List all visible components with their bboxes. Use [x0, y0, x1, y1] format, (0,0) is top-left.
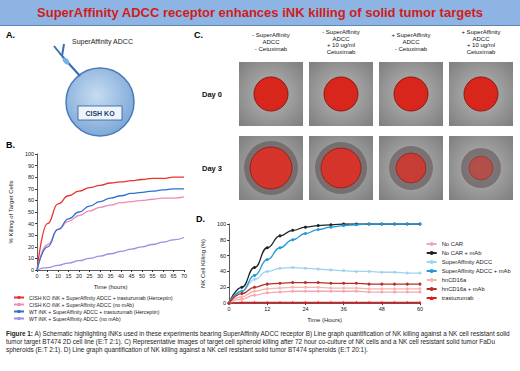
- svg-text:- Cetuximab: - Cetuximab: [255, 46, 288, 52]
- svg-text:Day 3: Day 3: [202, 164, 222, 173]
- svg-text:50: 50: [139, 273, 145, 279]
- svg-text:60: 60: [28, 197, 34, 203]
- svg-text:NK Cell Killing (%): NK Cell Killing (%): [200, 239, 206, 288]
- svg-text:0: 0: [36, 273, 39, 279]
- svg-text:40: 40: [28, 221, 34, 227]
- svg-text:ADCC: ADCC: [262, 39, 280, 45]
- svg-text:5: 5: [46, 273, 49, 279]
- svg-text:SuperAffinity ADCC: SuperAffinity ADCC: [72, 38, 133, 46]
- svg-text:Time (hours): Time (hours): [94, 284, 128, 290]
- svg-text:No CAR + mAb: No CAR + mAb: [442, 250, 482, 256]
- svg-text:100: 100: [217, 221, 226, 227]
- svg-text:70: 70: [28, 186, 34, 192]
- svg-text:Time (Hours): Time (Hours): [307, 317, 342, 323]
- html-text:SuperAffinity ADCC receptor en: SuperAffinity ADCC receptor enhances iNK…: [37, 5, 483, 20]
- svg-text:65: 65: [170, 273, 176, 279]
- svg-text:SuperAffinity ADCC: SuperAffinity ADCC: [442, 259, 492, 265]
- svg-text:60: 60: [417, 306, 423, 312]
- svg-text:Day 0: Day 0: [202, 90, 222, 99]
- svg-text:45: 45: [128, 273, 134, 279]
- svg-text:0: 0: [31, 267, 34, 273]
- html-text:A.: A.: [6, 30, 15, 40]
- svg-text:55: 55: [149, 273, 155, 279]
- html-text:Figure 1: A) Schematic highlig: Figure 1: A) Schematic highlighting iNKs…: [6, 330, 510, 354]
- html-text:B.: B.: [6, 140, 15, 150]
- svg-text:10: 10: [28, 255, 34, 261]
- svg-text:- Cetuximab: - Cetuximab: [395, 46, 428, 52]
- svg-text:ADCC: ADCC: [472, 36, 490, 42]
- svg-text:hnCD16a: hnCD16a: [442, 277, 467, 283]
- svg-text:Cetuximab: Cetuximab: [467, 49, 496, 55]
- svg-text:60: 60: [160, 273, 166, 279]
- svg-text:WT iNK + SuperAffinity ADCC +: WT iNK + SuperAffinity ADCC + trastuzuma…: [29, 309, 160, 315]
- svg-text:30: 30: [97, 273, 103, 279]
- svg-text:+ 10 ug/ml: + 10 ug/ml: [327, 42, 355, 48]
- svg-text:+ 10 ug/ml: + 10 ug/ml: [467, 42, 495, 48]
- svg-text:0: 0: [223, 300, 226, 306]
- svg-text:SuperAffinity ADCC + mAb: SuperAffinity ADCC + mAb: [442, 268, 511, 274]
- svg-text:24: 24: [302, 306, 308, 312]
- svg-text:12: 12: [264, 306, 270, 312]
- svg-text:48: 48: [379, 306, 385, 312]
- svg-text:WT iNK + SuperAffinity ADCC (n: WT iNK + SuperAffinity ADCC (no mAb): [29, 316, 121, 322]
- svg-text:60: 60: [220, 253, 226, 259]
- svg-text:35: 35: [107, 273, 113, 279]
- svg-text:25: 25: [86, 273, 92, 279]
- svg-text:+ SuperAffinity: + SuperAffinity: [461, 29, 500, 35]
- svg-text:- SuperAffinity: - SuperAffinity: [322, 29, 360, 35]
- html-text:D.: D.: [196, 214, 205, 224]
- svg-text:40: 40: [220, 268, 226, 274]
- svg-text:% Killing of Target Cells: % Killing of Target Cells: [8, 181, 14, 244]
- svg-text:80: 80: [28, 174, 34, 180]
- svg-text:10: 10: [55, 273, 61, 279]
- svg-text:100: 100: [25, 151, 34, 157]
- svg-text:hnCD16a + mAb: hnCD16a + mAb: [442, 286, 485, 292]
- svg-text:No CAR: No CAR: [442, 241, 463, 247]
- svg-text:36: 36: [341, 306, 347, 312]
- svg-text:trastuzumab: trastuzumab: [442, 295, 474, 301]
- svg-text:80: 80: [220, 237, 226, 243]
- svg-text:90: 90: [28, 163, 34, 169]
- svg-text:20: 20: [76, 273, 82, 279]
- svg-text:ADCC: ADCC: [402, 39, 420, 45]
- svg-text:CISH KO: CISH KO: [85, 110, 115, 117]
- svg-text:20: 20: [28, 244, 34, 250]
- svg-text:ADCC: ADCC: [332, 36, 350, 42]
- svg-text:30: 30: [28, 232, 34, 238]
- svg-text:- SuperAffinity: - SuperAffinity: [252, 32, 290, 38]
- svg-text:20: 20: [220, 284, 226, 290]
- svg-text:0: 0: [228, 306, 231, 312]
- svg-text:70: 70: [181, 273, 187, 279]
- html-text:C.: C.: [194, 30, 203, 40]
- svg-text:15: 15: [65, 273, 71, 279]
- svg-text:50: 50: [28, 209, 34, 215]
- svg-text:40: 40: [118, 273, 124, 279]
- svg-text:CISH KO iNK + SuperAffinity AD: CISH KO iNK + SuperAffinity ADCC (no mAb…: [29, 302, 134, 308]
- svg-text:Cetuximab: Cetuximab: [327, 49, 356, 55]
- svg-text:CISH KO iNK + SuperAffinity AD: CISH KO iNK + SuperAffinity ADCC + trast…: [29, 295, 173, 301]
- svg-text:+ SuperAffinity: + SuperAffinity: [391, 32, 430, 38]
